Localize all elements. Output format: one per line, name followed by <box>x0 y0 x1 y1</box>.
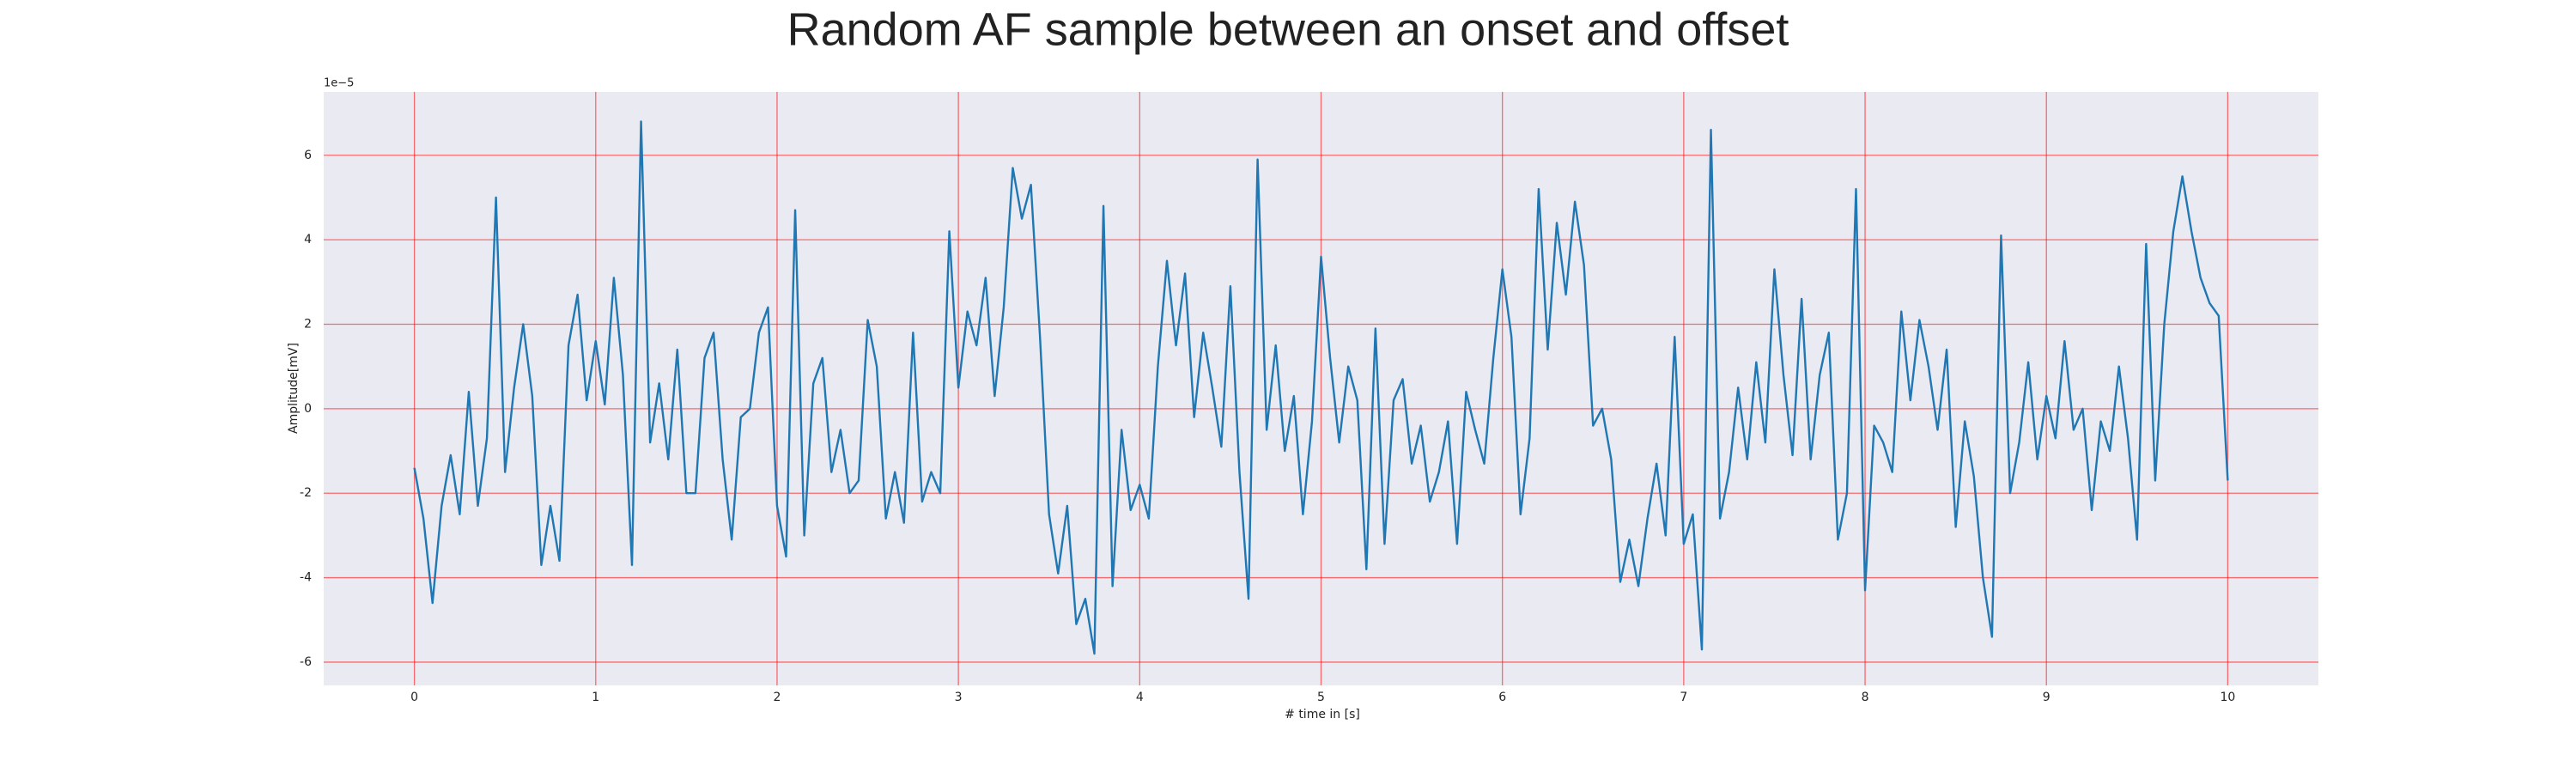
x-tick-label: 10 <box>2220 691 2235 704</box>
x-tick-label: 5 <box>1317 691 1325 704</box>
chart-title: Random AF sample between an onset and of… <box>787 3 1789 55</box>
x-tick-label: 0 <box>410 691 418 704</box>
y-tick-label: 2 <box>304 317 312 331</box>
x-tick-label: 9 <box>2043 691 2050 704</box>
y-tick-label: 0 <box>304 402 312 416</box>
x-tick-label: 7 <box>1680 691 1687 704</box>
y-tick-label: -6 <box>300 655 312 669</box>
y-tick-label: 6 <box>304 149 312 162</box>
y-tick-label: -2 <box>300 486 312 500</box>
data-line <box>413 120 2229 655</box>
axis-offset-label: 1e−5 <box>324 77 354 90</box>
x-tick-label: 8 <box>1862 691 1869 704</box>
x-tick-label: 1 <box>592 691 599 704</box>
x-tick-label: 2 <box>773 691 781 704</box>
x-tick-label: 4 <box>1136 691 1144 704</box>
y-tick-label: 4 <box>304 233 312 247</box>
x-tick-label: 3 <box>955 691 963 704</box>
x-axis-label: # time in [s] <box>1285 708 1360 721</box>
y-tick-label: -4 <box>300 571 312 585</box>
y-axis-label: Amplitude[mV] <box>287 343 301 434</box>
x-tick-label: 6 <box>1498 691 1506 704</box>
